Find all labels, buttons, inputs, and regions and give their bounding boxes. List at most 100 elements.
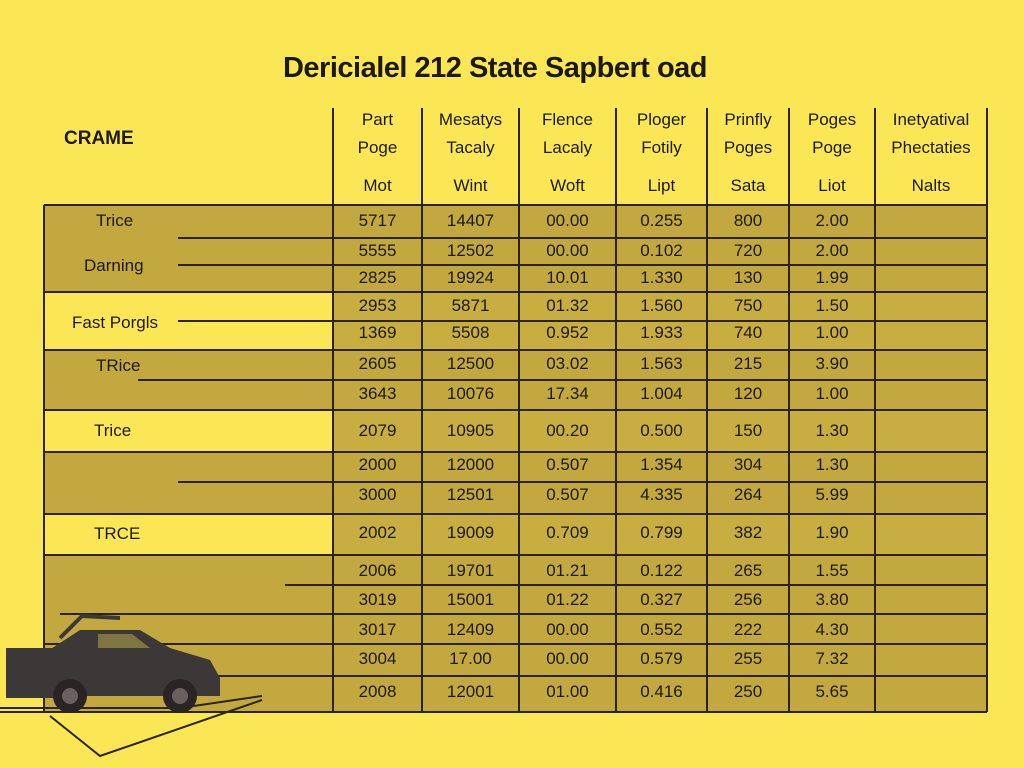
column-header: Mesatys Tacaly Wint: [422, 106, 519, 200]
table-cell: 0.507: [546, 455, 589, 474]
table-cell: 264: [733, 485, 763, 504]
table-cell: 00.00: [546, 241, 589, 260]
row-divider: [44, 451, 987, 453]
column-header-line2: Tacaly: [446, 138, 495, 157]
column-header-line1: Ploger: [636, 110, 687, 129]
table-cell: 3000: [358, 485, 397, 504]
page-title: Dericialel 212 State Sapbert oad: [282, 52, 708, 84]
table-cell: 215: [733, 354, 763, 373]
table-cell: 255: [733, 649, 763, 668]
table-cell: 01.32: [546, 296, 589, 315]
table-cell: 10.01: [546, 268, 589, 287]
row-label: TRice: [96, 356, 141, 375]
table-cell: 5508: [451, 323, 490, 342]
table-band: [333, 555, 987, 712]
column-header-line3: Lipt: [647, 176, 676, 195]
table-cell: 2079: [358, 421, 397, 440]
row-divider: [0, 711, 987, 713]
table-cell: 0.507: [546, 485, 589, 504]
table-cell: 2.00: [815, 241, 849, 260]
table-cell: 00.00: [546, 211, 589, 230]
label-block: [44, 452, 333, 514]
table-cell: 7.32: [815, 649, 849, 668]
row-label: Trice: [96, 211, 134, 230]
table-cell: 12000: [446, 455, 495, 474]
table-cell: 12502: [446, 241, 495, 260]
column-header-line1: Prinfly: [724, 110, 772, 129]
column-header: Part Poge Mot: [333, 106, 422, 200]
table-cell: 0.552: [640, 620, 683, 639]
table-cell: 01.00: [546, 682, 589, 701]
table-cell: 0.952: [546, 323, 589, 342]
table-cell: 10905: [446, 421, 495, 440]
row-label: Trice: [94, 421, 132, 440]
table-left-edge: [43, 205, 45, 712]
column-header-line1: Flence: [541, 110, 594, 129]
column-header-line2: Lacaly: [542, 138, 593, 157]
table-cell: 382: [733, 523, 763, 542]
column-header-line2: Poges: [723, 138, 773, 157]
table-band: [333, 205, 987, 292]
table-cell: 150: [733, 421, 763, 440]
table-cell: 250: [733, 682, 763, 701]
column-header-line3: Wint: [453, 176, 488, 195]
table-cell: 0.255: [640, 211, 683, 230]
row-divider: [44, 204, 987, 206]
column-header-line2: Phectaties: [891, 138, 971, 157]
column-divider: [986, 108, 988, 712]
table-cell: 3004: [358, 649, 397, 668]
table-cell: 2605: [358, 354, 397, 373]
row-divider: [178, 264, 987, 266]
table-cell: 256: [733, 590, 763, 609]
table-cell: 130: [733, 268, 763, 287]
table-cell: 19009: [446, 523, 495, 542]
table-cell: 720: [733, 241, 763, 260]
table-cell: 1.30: [815, 455, 849, 474]
table-cell: 740: [733, 323, 763, 342]
table-cell: 5.99: [815, 485, 849, 504]
table-cell: 2953: [358, 296, 397, 315]
table-cell: 01.22: [546, 590, 589, 609]
column-header-line3: Mot: [363, 176, 392, 195]
table-cell: 1.354: [640, 455, 683, 474]
column-header-line2: Poge: [357, 138, 398, 157]
table-cell: 03.02: [546, 354, 589, 373]
table-cell: 0.579: [640, 649, 683, 668]
table-cell: 0.122: [640, 561, 683, 580]
table-cell: 1.99: [815, 268, 849, 287]
table-cell: 0.500: [640, 421, 683, 440]
corner-label: CRAME: [64, 128, 134, 149]
column-header: Flence Lacaly Woft: [519, 106, 616, 200]
table-cell: 1.90: [815, 523, 849, 542]
row-divider: [44, 643, 987, 645]
table-cell: 00.00: [546, 620, 589, 639]
table-cell: 17.34: [546, 384, 589, 403]
table-cell: 1.004: [640, 384, 683, 403]
table-cell: 800: [733, 211, 763, 230]
column-header-line1: Part: [361, 110, 394, 129]
column-header-line1: Inetyatival: [892, 110, 970, 129]
table-cell: 2006: [358, 561, 397, 580]
row-divider: [44, 349, 987, 351]
table-cell: 00.20: [546, 421, 589, 440]
column-header-line2: Poge: [812, 138, 852, 157]
table-cell: 12500: [446, 354, 495, 373]
column-header: Inetyatival Phectaties Nalts: [875, 106, 987, 200]
column-header-line3: Nalts: [911, 176, 951, 195]
label-block: [44, 205, 333, 292]
table-cell: 00.00: [546, 649, 589, 668]
table-cell: 3.80: [815, 590, 849, 609]
column-header: Poges Poge Liot: [789, 106, 875, 200]
table-cell: 1.00: [815, 323, 849, 342]
row-divider: [178, 481, 987, 483]
table-cell: 265: [733, 561, 763, 580]
table-band: [333, 452, 987, 514]
table-cell: 5717: [358, 211, 397, 230]
table-cell: 3.90: [815, 354, 849, 373]
table-cell: 3019: [358, 590, 397, 609]
column-header-line3: Woft: [550, 176, 585, 195]
table-cell: 14407: [446, 211, 495, 230]
row-label: Fast Porgls: [72, 313, 158, 332]
row-divider: [44, 554, 987, 556]
car-icon: [0, 613, 263, 758]
